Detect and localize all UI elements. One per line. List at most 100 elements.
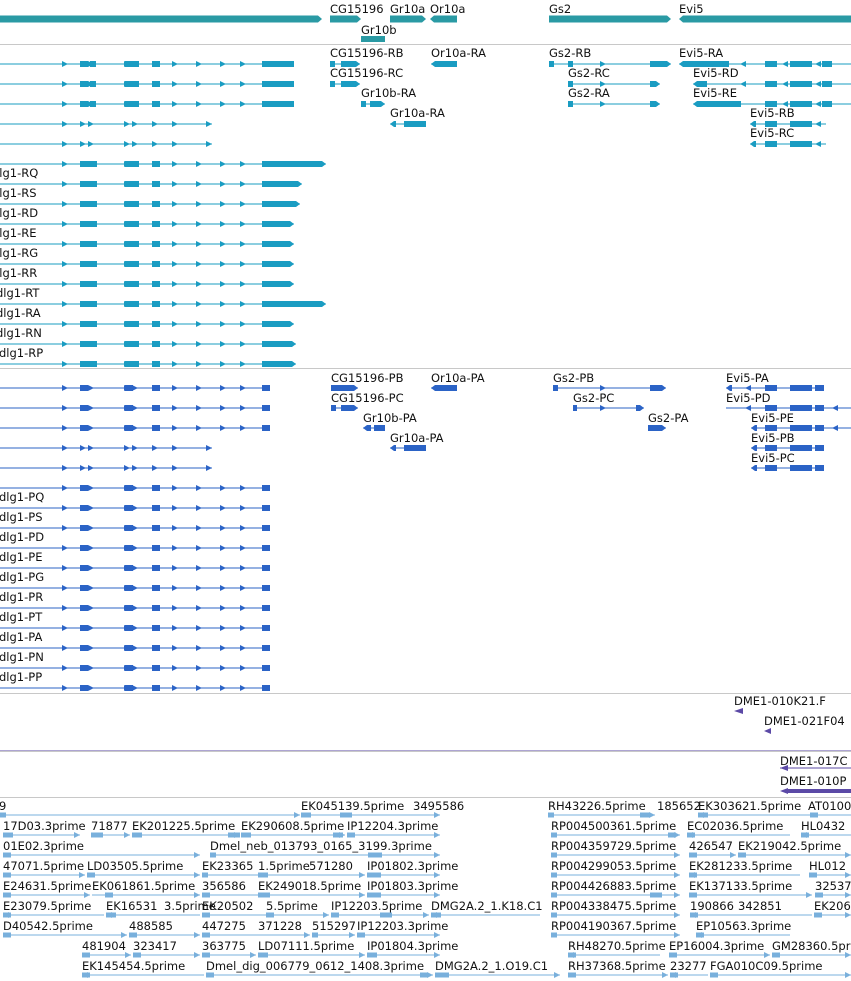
cds-feature-arrow[interactable] [196, 525, 202, 531]
cds-feature-arrow[interactable] [240, 645, 246, 651]
cds-label[interactable]: Evi5-PE [751, 411, 794, 425]
cds-feature-arrow[interactable] [196, 645, 202, 651]
mrna-transcript-arrow[interactable] [240, 101, 246, 107]
mrna-transcript-arrow[interactable] [220, 281, 226, 287]
transcript-label[interactable]: Gs2-RA [568, 86, 610, 100]
cds-feature-exon[interactable] [262, 645, 270, 651]
cds-feature-arrow[interactable] [62, 585, 68, 591]
est-label[interactable]: RH37368.5prime [568, 959, 666, 973]
cds-feature-exon[interactable] [125, 565, 133, 571]
mrna-transcript-exon[interactable] [133, 361, 139, 367]
cds-feature-arrow[interactable] [80, 465, 86, 471]
est-label[interactable]: 488585 [129, 919, 173, 933]
cds-feature-exon[interactable] [80, 585, 88, 591]
cds-feature-exon[interactable] [262, 545, 270, 551]
mrna-transcript-arrow[interactable] [240, 261, 246, 267]
est-arrow[interactable] [845, 892, 851, 898]
est-label[interactable]: EK201225.5prime [132, 819, 236, 833]
est-block[interactable] [331, 912, 339, 918]
mrna-transcript-exon[interactable] [152, 81, 160, 87]
transcript-label[interactable]: Evi5-RB [750, 106, 795, 120]
cds-feature-arrow[interactable] [600, 385, 606, 391]
mrna-transcript-exon[interactable] [370, 101, 385, 107]
est-arrow[interactable] [304, 932, 310, 938]
mrna-transcript-exon[interactable] [262, 81, 294, 87]
cds-label[interactable]: dlg1-PG [0, 570, 45, 584]
mrna-transcript-arrow[interactable] [172, 81, 178, 87]
est-label[interactable]: 571280 [309, 859, 353, 873]
cds-label[interactable]: dlg1-PA [0, 630, 43, 644]
cds-feature-arrow[interactable] [240, 505, 246, 511]
cds-feature-arrow[interactable] [132, 645, 138, 651]
mrna-transcript-arrow[interactable] [196, 301, 202, 307]
est-label[interactable]: E23079.5prime [3, 899, 92, 913]
est-block[interactable] [82, 952, 90, 958]
cds-feature-arrow[interactable] [62, 405, 68, 411]
mrna-transcript-exon[interactable] [80, 341, 90, 347]
cds-feature-exon[interactable] [152, 565, 160, 571]
est-block[interactable] [202, 912, 210, 918]
est-arrow[interactable] [434, 952, 440, 958]
cds-feature-arrow[interactable] [240, 425, 246, 431]
cds-feature-exon[interactable] [80, 385, 88, 391]
mrna-transcript-arrow[interactable] [740, 61, 746, 67]
cds-feature-arrow[interactable] [240, 585, 246, 591]
mrna-transcript-arrow[interactable] [240, 221, 246, 227]
est-arrow[interactable] [845, 912, 851, 918]
est-arrow[interactable] [649, 812, 655, 818]
transcript-label[interactable]: Gs2-RB [549, 46, 592, 60]
mrna-transcript-arrow[interactable] [62, 361, 68, 367]
mrna-transcript-arrow[interactable] [80, 121, 86, 127]
est-label[interactable]: 71877 [91, 819, 128, 833]
cds-feature-arrow[interactable] [62, 545, 68, 551]
cds-label[interactable]: dlg1-PS [0, 510, 43, 524]
est-label[interactable]: EP16004.3prime [669, 939, 765, 953]
mrna-transcript-exon[interactable] [341, 61, 360, 67]
mrna-transcript-arrow[interactable] [220, 261, 226, 267]
cds-feature-exon[interactable] [262, 505, 270, 511]
est-label[interactable]: DMG2A.2_1.O19.C1 [435, 959, 549, 973]
cds-feature-exon[interactable] [152, 665, 160, 671]
est-arrow[interactable] [250, 952, 256, 958]
est-label[interactable]: IP01802.3prime [367, 859, 459, 873]
cds-feature-exon[interactable] [80, 645, 88, 651]
cds-label[interactable]: Evi5-PC [751, 451, 795, 465]
mrna-transcript-exon[interactable] [262, 221, 294, 227]
est-arrow[interactable] [674, 912, 680, 918]
cds-feature-arrow[interactable] [88, 525, 94, 531]
cds-feature-arrow[interactable] [62, 625, 68, 631]
cds-feature-arrow[interactable] [62, 485, 68, 491]
est-arrow[interactable] [554, 972, 560, 978]
mrna-transcript-exon[interactable] [152, 61, 160, 67]
cds-feature-arrow[interactable] [240, 525, 246, 531]
cds-label[interactable]: dlg1-PT [0, 610, 43, 624]
mrna-transcript-exon[interactable] [90, 101, 96, 107]
cds-feature-exon[interactable] [152, 525, 160, 531]
mrna-transcript-arrow[interactable] [815, 121, 821, 127]
gene-glyph[interactable] [549, 15, 671, 23]
mrna-transcript-arrow[interactable] [172, 341, 178, 347]
est-block[interactable] [689, 892, 697, 898]
est-block[interactable] [810, 812, 818, 818]
mrna-transcript-exon[interactable] [330, 61, 335, 67]
cds-feature-arrow[interactable] [196, 585, 202, 591]
est-block[interactable] [202, 932, 210, 938]
mrna-transcript-arrow[interactable] [815, 61, 821, 67]
transcript-label[interactable]: Gr10a-RA [390, 106, 445, 120]
mrna-transcript-exon[interactable] [822, 61, 832, 67]
est-arrow[interactable] [670, 972, 676, 978]
cds-feature-exon[interactable] [125, 545, 133, 551]
mrna-transcript-exon[interactable] [549, 61, 554, 67]
mrna-transcript-arrow[interactable] [132, 141, 138, 147]
est-label[interactable]: RP004426883.5prime [551, 879, 677, 893]
est-arrow[interactable] [339, 832, 345, 838]
cds-feature-arrow[interactable] [132, 545, 138, 551]
est-label[interactable]: EK20502 [202, 899, 254, 913]
est-arrow[interactable] [124, 832, 130, 838]
mrna-transcript-exon[interactable] [125, 341, 133, 347]
est-block[interactable] [551, 932, 557, 938]
est-label[interactable]: IP12203.5prime [331, 899, 423, 913]
est-label[interactable]: 447275 [202, 919, 246, 933]
est-block[interactable] [202, 892, 210, 898]
mrna-transcript-exon[interactable] [133, 101, 139, 107]
